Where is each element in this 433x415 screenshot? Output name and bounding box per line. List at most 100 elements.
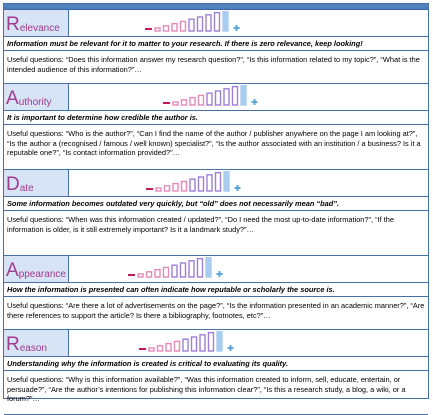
meter-bar xyxy=(148,347,155,352)
meter-bar xyxy=(171,22,178,32)
criterion-rest: elevance xyxy=(19,23,60,34)
rating-meter xyxy=(128,257,223,278)
rating-meter xyxy=(139,331,234,352)
meter-bar xyxy=(155,187,162,192)
useful-questions: Useful questions: “Does this information… xyxy=(4,51,428,84)
plus-icon xyxy=(216,271,223,277)
criterion-summary: Some information becomes outdated very q… xyxy=(4,197,428,211)
meter-bar xyxy=(214,90,222,106)
meter-bar xyxy=(189,96,196,106)
criterion-summary: Information must be relevant for it to m… xyxy=(4,37,428,51)
questions-text: “Why is this information available?”, “W… xyxy=(7,375,406,404)
criterion-initial: R xyxy=(6,334,20,355)
meter-bar xyxy=(179,262,187,278)
meter-bar xyxy=(165,342,172,352)
questions-text: “Who is the author?”, “Can I find the na… xyxy=(7,129,421,158)
criterion-initial: A xyxy=(6,88,19,109)
questions-label: Useful questions: xyxy=(7,55,64,64)
useful-questions: Useful questions: “When was this informa… xyxy=(4,211,428,256)
questions-label: Useful questions: xyxy=(7,215,64,224)
minus-icon xyxy=(139,348,146,350)
questions-text: “Does this information answer my researc… xyxy=(7,55,420,74)
rating-meter xyxy=(145,11,240,32)
rating-cell xyxy=(69,330,428,356)
rating-cell xyxy=(69,256,428,282)
criterion-rest: ate xyxy=(19,183,34,194)
meter-bar xyxy=(188,260,195,278)
criterion-initial: A xyxy=(6,260,19,281)
useful-questions: Useful questions: “Are there a lot of ad… xyxy=(4,297,428,330)
meter-bar xyxy=(180,180,188,192)
minus-icon xyxy=(128,274,135,276)
plus-icon xyxy=(234,185,241,191)
criterion-summary: How the information is presented can oft… xyxy=(4,283,428,297)
meter-bar xyxy=(214,171,222,192)
minus-icon xyxy=(163,102,170,104)
top-bar xyxy=(4,4,428,10)
meter-bar xyxy=(180,99,188,106)
criterion-rest: ppearance xyxy=(18,269,66,280)
meter-bar xyxy=(173,340,181,352)
meter-bar xyxy=(163,185,171,192)
meter-bar xyxy=(189,178,196,192)
meter-bar xyxy=(172,101,179,106)
minus-icon xyxy=(145,28,152,30)
plus-icon xyxy=(227,345,234,351)
meter-bar xyxy=(205,257,212,278)
meter-bar xyxy=(213,11,221,32)
meter-bar xyxy=(240,85,247,106)
meter-bar xyxy=(156,345,164,352)
meter-bar xyxy=(216,331,223,352)
criterion-rest: uthority xyxy=(18,97,52,108)
rating-cell xyxy=(69,10,428,36)
criterion-rest: eason xyxy=(19,343,47,354)
rating-meter xyxy=(146,171,241,192)
meter-bar xyxy=(172,182,179,192)
meter-bar xyxy=(199,334,206,352)
meter-bar xyxy=(179,20,187,32)
meter-bar xyxy=(206,174,213,192)
meter-bar xyxy=(205,14,212,32)
rating-meter xyxy=(163,85,258,106)
plus-icon xyxy=(233,25,240,31)
criterion-initial: R xyxy=(6,14,20,35)
useful-questions: Useful questions: “Why is this informati… xyxy=(4,371,428,415)
questions-text: “Are there a lot of advertisements on th… xyxy=(7,301,425,320)
meter-bar xyxy=(182,338,189,352)
criterion-initial: D xyxy=(6,174,20,195)
questions-label: Useful questions: xyxy=(7,301,64,310)
meter-bar xyxy=(154,27,161,32)
rating-cell xyxy=(69,170,428,196)
questions-label: Useful questions: xyxy=(7,375,64,384)
criterion-summary: It is important to determine how credibl… xyxy=(4,111,428,125)
meter-bar xyxy=(196,16,204,32)
meter-bar xyxy=(223,171,230,192)
meter-bar xyxy=(162,266,170,278)
meter-bar xyxy=(222,11,229,32)
meter-bar xyxy=(197,94,205,106)
questions-label: Useful questions: xyxy=(7,129,64,138)
minus-icon xyxy=(146,188,153,190)
meter-bar xyxy=(196,257,204,278)
meter-bar xyxy=(145,271,153,278)
meter-bar xyxy=(207,331,215,352)
meter-bar xyxy=(162,25,170,32)
meter-bar xyxy=(137,273,144,278)
meter-bar xyxy=(231,85,239,106)
meter-bar xyxy=(154,268,161,278)
plus-icon xyxy=(251,99,258,105)
questions-text: “When was this information created / upd… xyxy=(7,215,394,234)
meter-bar xyxy=(188,18,195,32)
useful-questions: Useful questions: “Who is the author?”, … xyxy=(4,125,428,170)
meter-bar xyxy=(197,176,205,192)
